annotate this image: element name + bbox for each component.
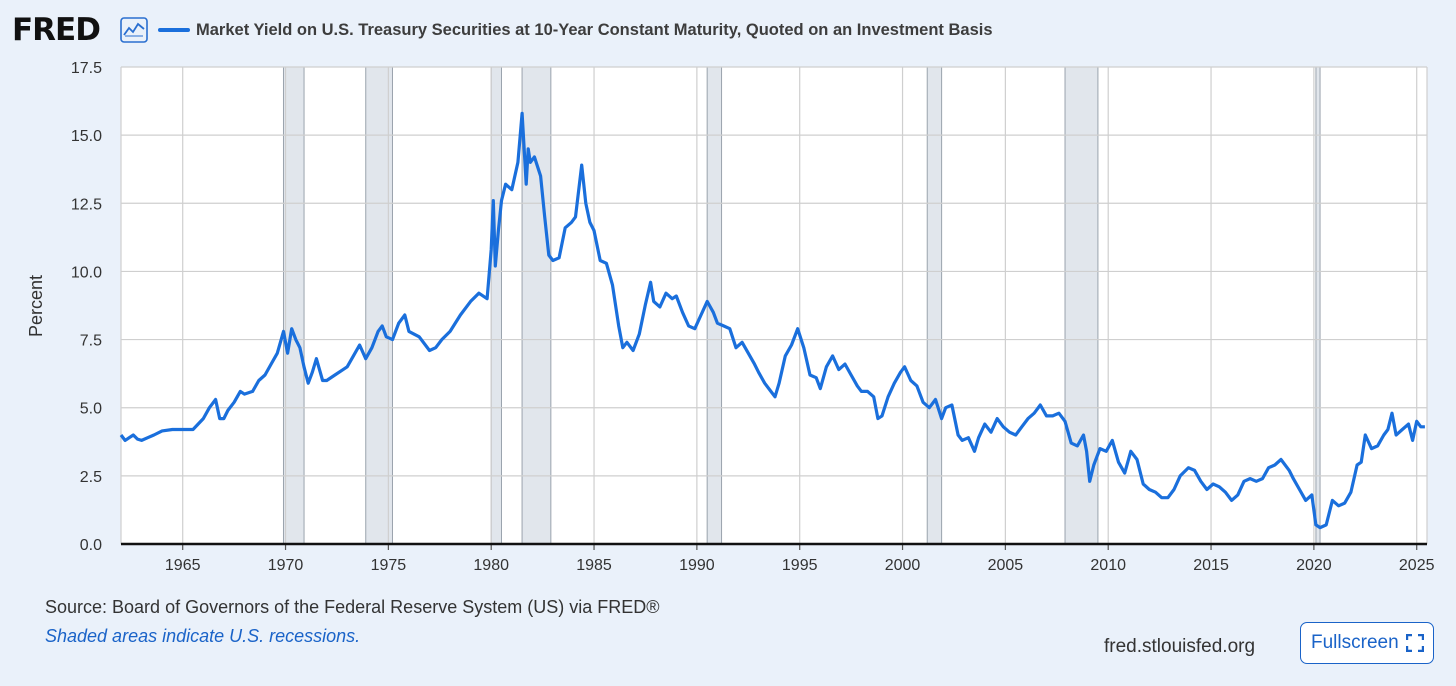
x-tick-label: 2025: [1399, 557, 1435, 574]
y-tick-label: 2.5: [80, 469, 102, 486]
y-tick-label: 15.0: [71, 128, 102, 145]
chart-area: 0.0 2.5 5.0 7.5 10.0 12.5 15.0 17.5 1965 1970 197…: [26, 60, 1435, 574]
x-tick-label: 1990: [679, 557, 715, 574]
site-url[interactable]: fred.stlouisfed.org: [1104, 636, 1256, 657]
line-chart-icon: [120, 17, 148, 43]
x-tick-label: 2000: [885, 557, 921, 574]
recession-band: [521, 66, 552, 545]
x-tick-label: 1970: [268, 557, 304, 574]
y-tick-label: 0.0: [80, 537, 102, 554]
x-tick-label: 1975: [371, 557, 407, 574]
fullscreen-button[interactable]: Fullscreen: [1300, 622, 1434, 664]
expand-icon: [1405, 634, 1424, 652]
source-note: Source: Board of Governors of the Federa…: [45, 597, 660, 617]
recession-band: [926, 66, 943, 545]
x-axis-ticks: 1965 1970 1975 1980 1985 1990 1995 2000 2005 2010…: [165, 544, 1435, 574]
x-tick-label: 1965: [165, 557, 201, 574]
y-tick-label: 12.5: [71, 196, 102, 213]
fullscreen-label: Fullscreen: [1311, 632, 1399, 653]
x-tick-label: 1995: [782, 557, 818, 574]
legend-swatch: [158, 28, 190, 32]
y-tick-label: 7.5: [80, 333, 102, 350]
gridlines: [120, 66, 1428, 544]
y-axis-label: Percent: [26, 275, 46, 337]
y-tick-label: 10.0: [71, 264, 102, 281]
recession-band: [1315, 66, 1321, 545]
x-tick-label: 2005: [988, 557, 1024, 574]
x-tick-label: 2010: [1090, 557, 1126, 574]
x-tick-label: 2015: [1193, 557, 1229, 574]
x-tick-label: 1980: [473, 557, 509, 574]
y-tick-label: 5.0: [80, 401, 102, 418]
plot-background: [121, 67, 1427, 544]
recession-note: Shaded areas indicate U.S. recessions.: [45, 626, 361, 646]
recession-band: [282, 66, 305, 545]
x-tick-label: 1985: [576, 557, 612, 574]
chart-title: Market Yield on U.S. Treasury Securities…: [196, 21, 993, 39]
recession-band: [490, 66, 502, 545]
y-axis-ticks: 0.0 2.5 5.0 7.5 10.0 12.5 15.0 17.5: [71, 60, 102, 554]
x-tick-label: 2020: [1296, 557, 1332, 574]
fred-logo[interactable]: FRED: [12, 12, 101, 48]
series-line-10y-yield: [119, 111, 1425, 530]
chart-header: FRED Market Yield on U.S. Treasury Secur…: [0, 0, 1456, 60]
y-tick-label: 17.5: [71, 60, 102, 77]
